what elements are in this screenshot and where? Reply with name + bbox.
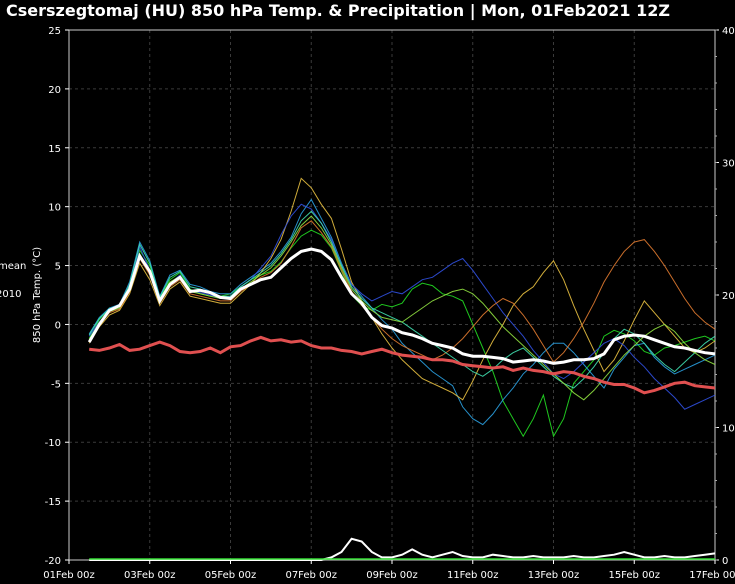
y-tick-label: 10 [48, 203, 61, 214]
y2-tick-label: 0 [722, 556, 728, 567]
y2-tick-label: 30 [722, 159, 735, 170]
y-tick-label: 0 [55, 320, 61, 331]
y2-tick-label: 20 [722, 291, 735, 302]
y-tick-label: 20 [48, 85, 61, 96]
ensemble-member-line [88, 177, 716, 401]
y-axis-label: 850 hPa Temp. (°C) [32, 247, 43, 343]
x-tick-label: 03Feb 00z [124, 570, 176, 581]
y-tick-label: 25 [48, 26, 61, 37]
x-tick-label: 05Feb 00z [205, 570, 257, 581]
x-tick-label: 13Feb 00z [528, 570, 580, 581]
ensemble-member-line [88, 220, 716, 363]
y-tick-label: -10 [45, 438, 61, 449]
ensemble-member-line [88, 203, 716, 410]
ensemble-member-line [88, 198, 716, 426]
precip-mean-line [89, 537, 716, 561]
y-tick-label: 15 [48, 144, 61, 155]
x-tick-label: 11Feb 00z [447, 570, 499, 581]
chart-title: Cserszegtomaj (HU) 850 hPa Temp. & Preci… [6, 1, 670, 20]
x-tick-label: 17Feb 00z [689, 570, 735, 581]
x-tick-label: 15Feb 00z [608, 570, 660, 581]
ensemble-mean-line [87, 247, 716, 365]
legend-fragment-mean: mean [0, 261, 26, 272]
x-tick-label: 01Feb 00z [43, 570, 95, 581]
y-tick-label: -15 [45, 497, 61, 508]
climatology-line [89, 335, 716, 395]
y-tick-label: -20 [45, 556, 61, 567]
x-tick-label: 09Feb 00z [366, 570, 418, 581]
y-tick-label: -5 [51, 379, 61, 390]
y2-tick-label: 40 [722, 26, 735, 37]
ensemble-member-line [88, 215, 716, 401]
y2-tick-label: 10 [722, 424, 735, 435]
y-tick-label: 5 [55, 262, 61, 273]
x-tick-label: 07Feb 00z [285, 570, 337, 581]
